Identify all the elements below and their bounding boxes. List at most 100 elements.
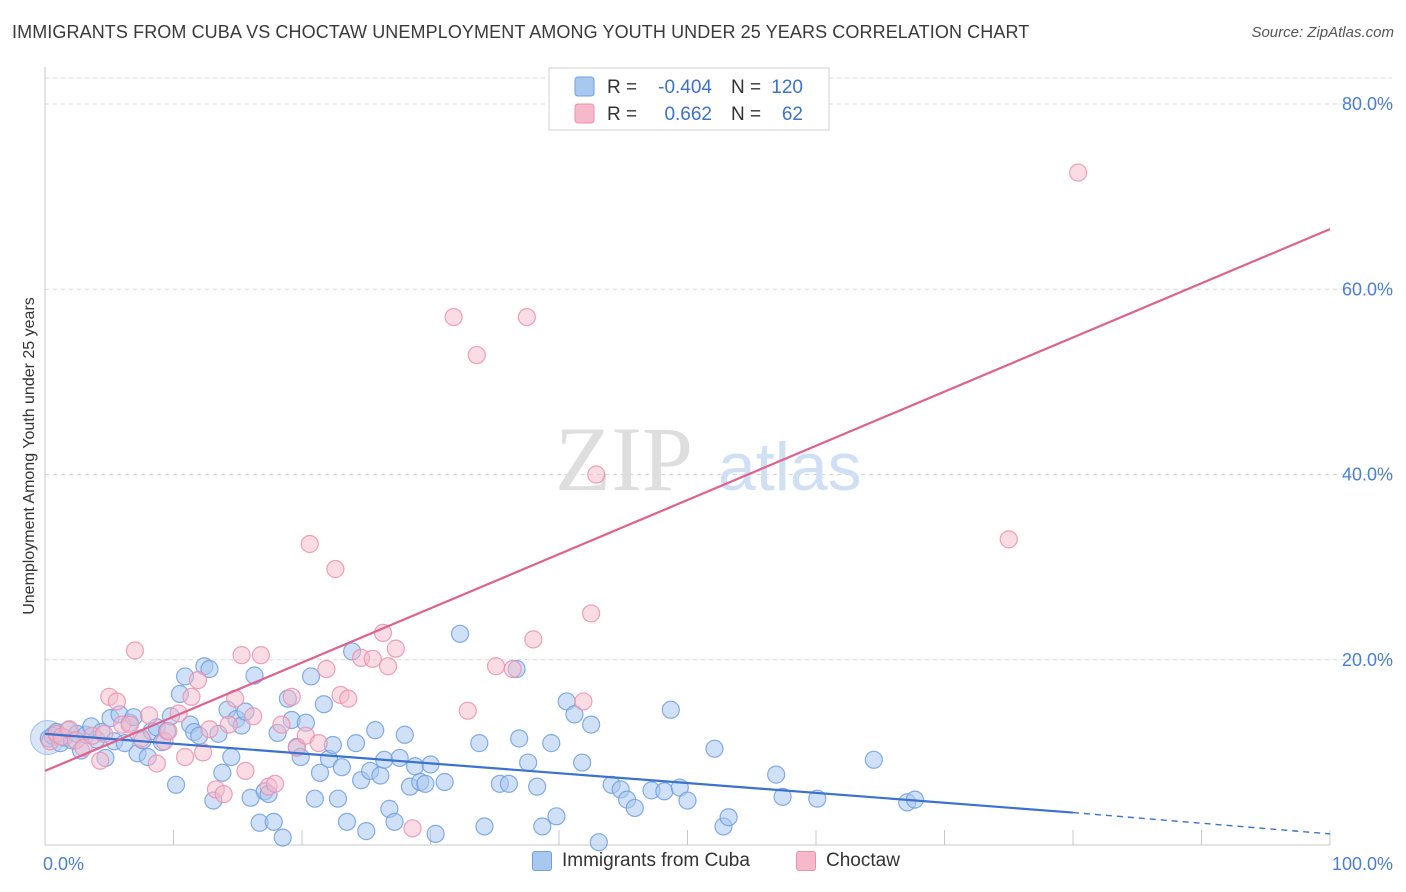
watermark-atlas: atlas: [718, 429, 862, 505]
data-point-cuba: [264, 812, 283, 831]
data-point-cuba: [371, 766, 390, 785]
bottom-legend-swatch-choctaw: [796, 851, 816, 871]
data-point-cuba: [533, 817, 552, 836]
data-point-choctaw: [175, 747, 195, 767]
data-point-cuba: [390, 748, 409, 768]
data-point-choctaw: [232, 646, 251, 665]
y-tick-label: 80.0%: [1342, 94, 1393, 114]
data-point-choctaw: [317, 659, 336, 679]
bottom-legend-item-cuba: Immigrants from Cuba: [532, 850, 750, 872]
x-tick-labels: 0.0% 100.0%: [43, 854, 1393, 874]
data-point-choctaw: [107, 692, 127, 711]
data-point-choctaw: [378, 657, 398, 676]
bottom-legend-item-choctaw: Choctaw: [796, 850, 900, 872]
data-point-cuba: [661, 700, 680, 719]
data-point-cuba: [719, 808, 738, 827]
data-point-cuba: [470, 734, 489, 753]
data-point-cuba: [655, 782, 674, 801]
data-point-cuba: [328, 789, 348, 808]
data-point-cuba: [395, 725, 414, 744]
data-point-cuba: [273, 828, 292, 847]
data-point-cuba: [705, 739, 724, 758]
series-choctaw-points: [41, 163, 1088, 838]
bottom-legend: Immigrants from Cuba Choctaw: [0, 850, 1406, 880]
data-point-cuba: [435, 772, 454, 792]
data-point-choctaw: [587, 465, 606, 484]
trend-line-cuba: [44, 732, 1074, 814]
data-point-choctaw: [272, 715, 291, 734]
data-point-cuba: [310, 763, 330, 782]
watermark-zip: ZIP: [555, 408, 693, 510]
legend-n-value-cuba: 120: [771, 77, 803, 98]
y-tick-labels: 20.0% 40.0% 60.0% 80.0%: [1342, 94, 1393, 670]
data-point-cuba: [589, 833, 608, 852]
trend-lines: [44, 228, 1331, 835]
data-point-cuba: [366, 721, 385, 740]
data-point-choctaw: [339, 689, 358, 708]
data-point-choctaw: [188, 671, 208, 690]
grid-layer: [45, 77, 1392, 845]
y-tick-label: 40.0%: [1342, 465, 1393, 485]
x-tick-label: 100.0%: [1332, 854, 1393, 874]
data-point-choctaw: [125, 641, 145, 660]
chart-source: Source: ZipAtlas.com: [1251, 24, 1394, 41]
bottom-legend-label-choctaw: Choctaw: [826, 850, 900, 871]
data-point-choctaw: [363, 649, 382, 668]
data-point-choctaw: [999, 530, 1018, 549]
data-point-choctaw: [200, 720, 219, 739]
data-point-choctaw: [403, 819, 422, 838]
y-axis-title: Unemployment Among Youth under 25 years: [21, 297, 38, 615]
data-point-cuba: [528, 777, 547, 796]
data-point-cuba: [332, 758, 351, 777]
data-point-cuba: [213, 763, 232, 782]
y-tick-label: 20.0%: [1342, 650, 1393, 670]
legend-swatch-choctaw: [574, 103, 595, 124]
data-point-cuba: [305, 789, 324, 808]
data-point-choctaw: [458, 701, 477, 720]
legend-n-label-choctaw: N =: [731, 104, 761, 125]
data-point-choctaw: [582, 604, 601, 623]
data-point-cuba: [573, 753, 592, 772]
data-point-choctaw: [503, 659, 522, 679]
legend-r-label-cuba: R =: [607, 77, 637, 98]
data-point-choctaw: [193, 743, 213, 762]
data-point-cuba: [582, 715, 601, 734]
trend-line-choctaw: [44, 228, 1331, 772]
data-point-choctaw: [182, 687, 201, 706]
data-point-cuba: [773, 787, 792, 806]
data-point-choctaw: [486, 657, 506, 676]
data-point-choctaw: [326, 559, 345, 579]
legend-r-label-choctaw: R =: [607, 104, 637, 125]
data-point-cuba: [346, 734, 366, 753]
data-point-cuba: [519, 753, 538, 772]
data-point-choctaw: [159, 721, 178, 741]
data-point-cuba: [547, 807, 566, 826]
data-point-choctaw: [219, 715, 238, 734]
chart-title: IMMIGRANTS FROM CUBA VS CHOCTAW UNEMPLOY…: [12, 22, 1030, 42]
data-point-cuba: [426, 824, 445, 843]
legend-r-value-cuba: -0.404: [658, 77, 712, 98]
data-point-cuba: [767, 765, 786, 784]
legend-n-label-cuba: N =: [731, 77, 761, 98]
y-tick-label: 60.0%: [1342, 279, 1393, 299]
data-point-cuba: [357, 822, 376, 841]
data-point-choctaw: [386, 639, 405, 658]
data-point-cuba: [864, 750, 883, 769]
bottom-legend-swatch-cuba: [532, 851, 552, 871]
data-point-cuba: [222, 747, 241, 767]
legend-box: R = -0.404 N = 120 R = 0.662 N = 62: [548, 67, 830, 131]
data-point-choctaw: [91, 751, 110, 770]
data-point-cuba: [337, 812, 357, 831]
data-point-choctaw: [139, 706, 159, 725]
data-point-choctaw: [524, 630, 543, 649]
data-point-choctaw: [236, 761, 255, 781]
data-point-cuba: [405, 757, 425, 776]
data-point-cuba: [166, 775, 186, 794]
data-point-choctaw: [1069, 163, 1088, 182]
data-point-choctaw: [467, 345, 486, 365]
data-point-cuba: [475, 817, 494, 836]
data-point-cuba: [542, 734, 561, 753]
legend-r-value-choctaw: 0.662: [664, 104, 712, 125]
watermark: ZIP atlas: [555, 408, 862, 510]
data-point-choctaw: [265, 774, 285, 793]
